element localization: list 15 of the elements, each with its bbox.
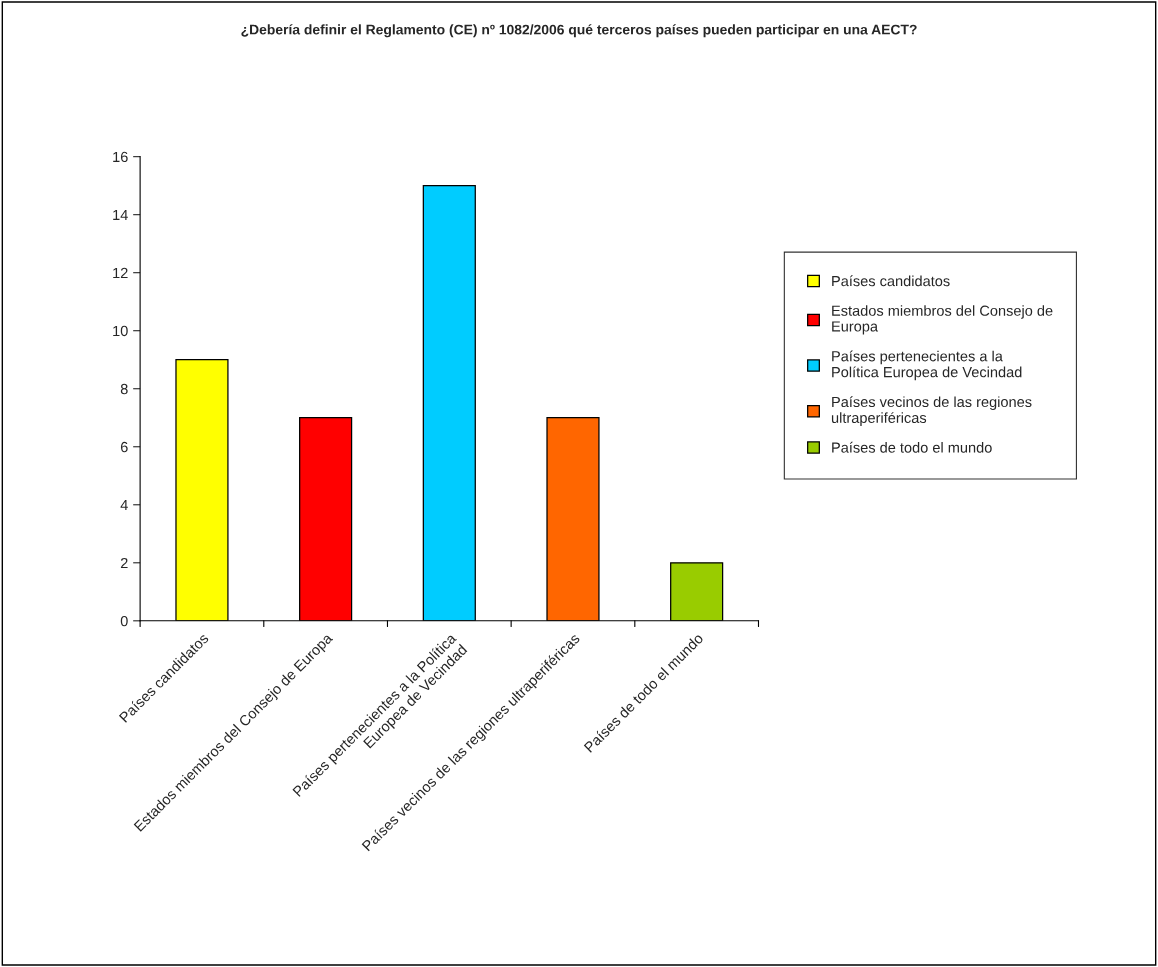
y-tick-label: 16 (113, 151, 128, 163)
y-tick-label: 14 (113, 209, 128, 220)
legend-label: Países de todo el mundo (832, 441, 992, 453)
y-tick-label: 2 (120, 557, 128, 569)
legend-label: Países vecinos de las regiones ultraperiféricas (831, 396, 1032, 426)
chart-title: ¿Debería definir el Reglamento (CE) nº 1082/2006 qué terceros países pueden participar en una AECT? (241, 24, 917, 38)
y-tick-label: 6 (120, 441, 128, 453)
y-tick-label: 12 (113, 267, 128, 278)
legend-label: Países pertenecientes a la Política Europea de Vecindad (832, 350, 1022, 381)
y-tick-label: 0 (120, 615, 128, 627)
legend-label: Estados miembros del Consejo de Europa (832, 305, 1053, 335)
y-tick-label: 4 (120, 500, 128, 511)
legend-label: Países candidatos (832, 275, 950, 287)
y-tick-label: 10 (113, 325, 128, 337)
y-tick-label: 8 (120, 383, 128, 395)
